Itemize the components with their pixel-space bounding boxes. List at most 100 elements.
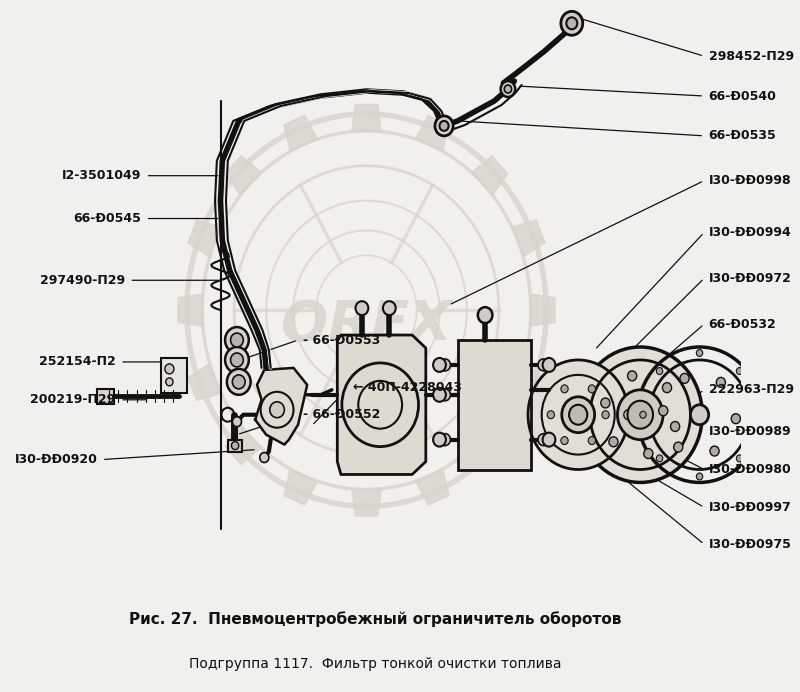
- Circle shape: [609, 437, 618, 447]
- Text: 66-Đ0540: 66-Đ0540: [709, 89, 777, 102]
- Polygon shape: [530, 294, 555, 326]
- Polygon shape: [472, 425, 508, 464]
- Text: 297490-П29: 297490-П29: [39, 274, 125, 286]
- Circle shape: [230, 353, 243, 367]
- Text: - 66-Đ0553: - 66-Đ0553: [302, 334, 380, 347]
- Text: 66-Đ0535: 66-Đ0535: [709, 129, 777, 143]
- Polygon shape: [255, 368, 307, 444]
- Circle shape: [601, 398, 610, 408]
- Circle shape: [433, 432, 446, 446]
- Circle shape: [547, 411, 554, 419]
- Circle shape: [225, 327, 249, 353]
- Circle shape: [232, 375, 245, 389]
- Circle shape: [627, 371, 637, 381]
- Text: 66-Đ0545: 66-Đ0545: [74, 212, 141, 225]
- Circle shape: [383, 301, 396, 315]
- Polygon shape: [352, 489, 382, 516]
- Circle shape: [561, 437, 568, 444]
- Circle shape: [166, 378, 173, 386]
- Text: I30-ĐĐ0975: I30-ĐĐ0975: [709, 538, 791, 551]
- Polygon shape: [338, 335, 426, 475]
- Circle shape: [542, 358, 555, 372]
- Circle shape: [270, 402, 284, 418]
- Circle shape: [561, 11, 582, 35]
- Text: OREX: OREX: [282, 298, 452, 352]
- Circle shape: [260, 453, 269, 462]
- Polygon shape: [188, 220, 221, 257]
- Circle shape: [165, 364, 174, 374]
- Polygon shape: [178, 294, 203, 326]
- Text: ← 40П-4228043: ← 40П-4228043: [353, 381, 462, 394]
- Circle shape: [439, 389, 450, 401]
- Polygon shape: [415, 116, 449, 152]
- Circle shape: [435, 116, 453, 136]
- Text: I2-3501049: I2-3501049: [62, 169, 141, 182]
- Circle shape: [680, 374, 689, 383]
- Circle shape: [710, 446, 719, 456]
- Text: 222963-П29: 222963-П29: [709, 383, 794, 397]
- Bar: [458, 340, 530, 469]
- Polygon shape: [512, 363, 545, 400]
- Polygon shape: [512, 220, 545, 257]
- Circle shape: [501, 81, 515, 97]
- Circle shape: [439, 359, 450, 371]
- Polygon shape: [284, 116, 318, 152]
- Circle shape: [578, 347, 702, 482]
- Circle shape: [662, 383, 671, 392]
- Circle shape: [561, 385, 568, 393]
- Circle shape: [736, 455, 742, 462]
- Text: 252154-П2: 252154-П2: [39, 356, 115, 368]
- Circle shape: [538, 434, 549, 446]
- Circle shape: [588, 385, 595, 393]
- Circle shape: [588, 437, 595, 444]
- Bar: [98, 389, 114, 403]
- Circle shape: [225, 347, 249, 373]
- Circle shape: [231, 441, 238, 450]
- Circle shape: [696, 473, 702, 480]
- Circle shape: [696, 349, 702, 356]
- Bar: [228, 439, 242, 452]
- Circle shape: [656, 367, 662, 374]
- Polygon shape: [352, 104, 382, 131]
- Circle shape: [736, 367, 742, 374]
- Bar: [161, 358, 186, 393]
- Circle shape: [504, 85, 511, 93]
- Text: 66-Đ0532: 66-Đ0532: [709, 318, 777, 331]
- Circle shape: [753, 411, 759, 418]
- Text: I30-ĐĐ0998: I30-ĐĐ0998: [709, 174, 791, 187]
- Circle shape: [627, 401, 653, 428]
- Circle shape: [656, 455, 662, 462]
- Circle shape: [716, 377, 726, 388]
- Circle shape: [439, 121, 449, 131]
- Polygon shape: [415, 469, 449, 505]
- Text: 200219-П29: 200219-П29: [30, 393, 115, 406]
- Circle shape: [355, 301, 368, 315]
- Circle shape: [690, 405, 709, 425]
- Circle shape: [674, 442, 682, 452]
- Circle shape: [433, 388, 446, 402]
- Circle shape: [602, 411, 610, 419]
- Text: Подгруппа 1117.  Фильтр тонкой очистки топлива: Подгруппа 1117. Фильтр тонкой очистки то…: [190, 657, 562, 671]
- Text: I30-ĐĐ0997: I30-ĐĐ0997: [709, 501, 791, 514]
- Circle shape: [230, 333, 243, 347]
- Circle shape: [618, 390, 663, 439]
- Text: I30-ĐĐ0980: I30-ĐĐ0980: [709, 463, 791, 476]
- Circle shape: [562, 397, 594, 432]
- Text: Рис. 27.  Пневмоцентробежный ограничитель оборотов: Рис. 27. Пневмоцентробежный ограничитель…: [130, 611, 622, 627]
- Circle shape: [731, 414, 741, 424]
- Circle shape: [538, 359, 549, 371]
- Circle shape: [227, 369, 250, 395]
- Circle shape: [433, 358, 446, 372]
- Polygon shape: [472, 156, 508, 195]
- Circle shape: [528, 360, 628, 469]
- Circle shape: [624, 410, 633, 420]
- Text: I30-ĐĐ0972: I30-ĐĐ0972: [709, 272, 791, 285]
- Circle shape: [640, 411, 646, 418]
- Polygon shape: [225, 156, 262, 195]
- Polygon shape: [225, 425, 262, 464]
- Circle shape: [658, 406, 668, 416]
- Circle shape: [232, 417, 242, 427]
- Text: 298452-П29: 298452-П29: [709, 50, 794, 63]
- Circle shape: [566, 17, 578, 29]
- Circle shape: [439, 434, 450, 446]
